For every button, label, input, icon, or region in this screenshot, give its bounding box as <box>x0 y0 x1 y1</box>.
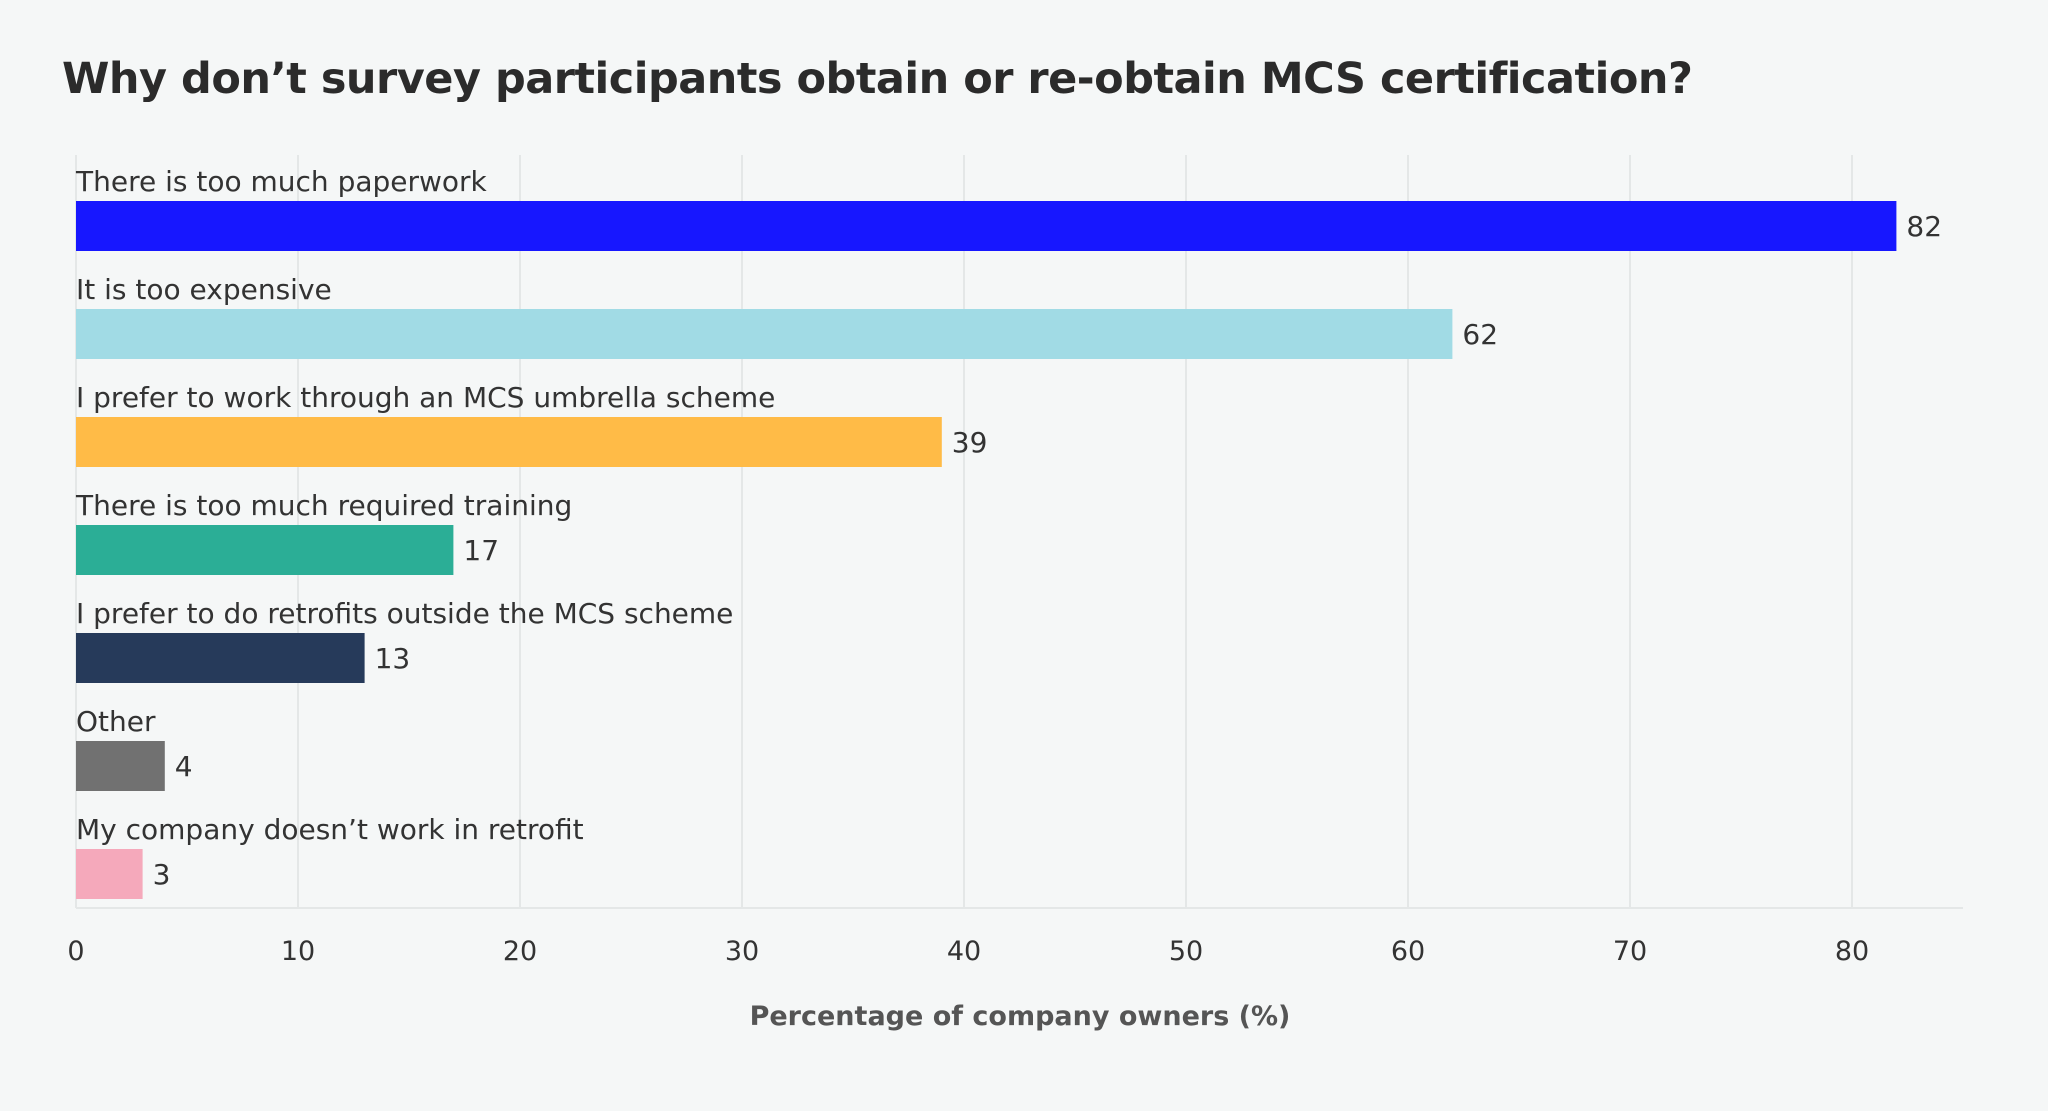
x-tick-label: 60 <box>1391 936 1425 967</box>
category-label: I prefer to work through an MCS umbrella… <box>76 381 775 414</box>
x-tick-label: 40 <box>947 936 981 967</box>
x-tick-label: 70 <box>1613 936 1647 967</box>
bar <box>76 201 1897 251</box>
category-label: It is too expensive <box>76 273 332 306</box>
bar <box>76 633 365 683</box>
bar <box>76 741 165 791</box>
bar <box>76 525 454 575</box>
category-label: I prefer to do retrofits outside the MCS… <box>76 597 733 630</box>
x-axis-ticks: 0 10 20 30 40 50 60 70 80 <box>67 936 1869 967</box>
bars-layer <box>76 201 1897 899</box>
data-label: 17 <box>463 534 499 567</box>
labels-layer: There is too much paperwork 82 It is too e… <box>75 165 1942 891</box>
x-tick-label: 80 <box>1835 936 1869 967</box>
chart-title: Why don’t survey participants obtain or … <box>62 54 1693 104</box>
bar <box>76 849 143 899</box>
category-label: My company doesn’t work in retrofit <box>76 813 584 846</box>
x-tick-label: 10 <box>281 936 315 967</box>
x-tick-label: 20 <box>503 936 537 967</box>
category-label: Other <box>76 705 156 738</box>
bar <box>76 417 942 467</box>
x-tick-label: 0 <box>67 936 84 967</box>
category-label: There is too much required training <box>75 489 572 522</box>
x-tick-label: 30 <box>725 936 759 967</box>
data-label: 13 <box>375 642 411 675</box>
x-tick-label: 50 <box>1169 936 1203 967</box>
data-label: 62 <box>1462 318 1498 351</box>
bar <box>76 309 1453 359</box>
data-label: 82 <box>1906 210 1942 243</box>
data-label: 4 <box>175 750 193 783</box>
x-axis-title: Percentage of company owners (%) <box>750 1001 1291 1032</box>
category-label: There is too much paperwork <box>75 165 488 198</box>
data-label: 39 <box>952 426 988 459</box>
data-label: 3 <box>153 858 171 891</box>
